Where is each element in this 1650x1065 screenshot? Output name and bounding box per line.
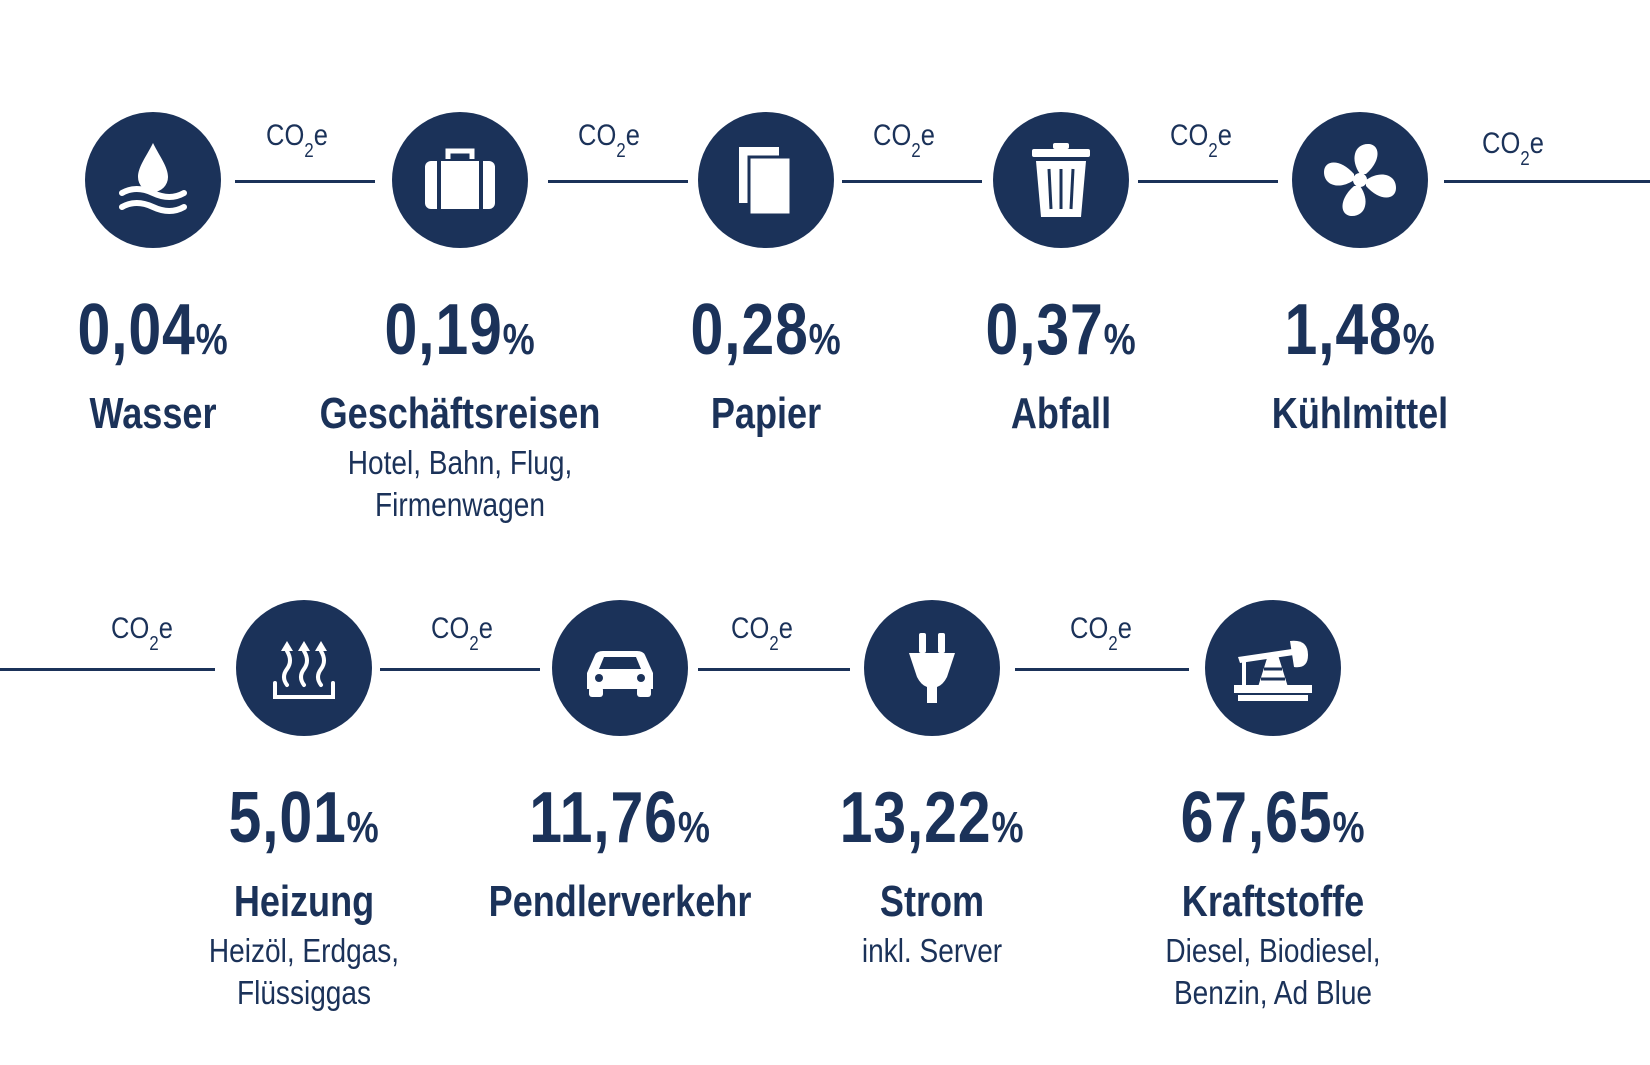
category-strom: 13,22% Strom inkl. Server — [752, 600, 1112, 972]
category-label: Kühlmittel — [1271, 389, 1449, 438]
category-detail: Diesel, Biodiesel, — [1165, 932, 1381, 969]
category-kuehlmittel: 1,48% Kühlmittel — [1180, 112, 1540, 438]
category-label: Abfall — [1010, 389, 1112, 438]
connector-line — [842, 180, 982, 183]
co2e-label: CO2e — [1170, 119, 1232, 162]
category-papier: 0,28% Papier — [586, 112, 946, 438]
heating-icon — [273, 641, 335, 699]
category-label: Strom — [879, 877, 985, 926]
category-detail: Firmenwagen — [375, 486, 545, 523]
paper-icon — [739, 147, 793, 217]
category-pendlerverkehr: 11,76% Pendlerverkehr — [440, 600, 800, 926]
category-detail: Hotel, Bahn, Flug, — [347, 444, 573, 481]
connector-line — [1444, 180, 1650, 183]
co2e-label: CO2e — [578, 119, 640, 162]
co2e-label: CO2e — [731, 612, 793, 655]
icon-circle — [1205, 600, 1341, 736]
category-label: Wasser — [89, 389, 217, 438]
oil-pump-icon — [1234, 640, 1312, 701]
percentage-value: 0,04% — [77, 290, 229, 370]
category-geschaeftsreisen: 0,19% Geschäftsreisen Hotel, Bahn, Flug,… — [280, 112, 640, 526]
connector-line — [548, 180, 688, 183]
category-label: Geschäftsreisen — [319, 389, 601, 438]
category-detail: Flüssiggas — [236, 974, 372, 1011]
suitcase-icon — [425, 148, 495, 209]
icon-circle — [85, 112, 221, 248]
category-label: Papier — [710, 389, 822, 438]
trash-can-icon — [1032, 143, 1090, 217]
connector-line — [1015, 668, 1189, 671]
car-icon — [587, 651, 653, 697]
icon-circle — [864, 600, 1000, 736]
category-label: Kraftstoffe — [1181, 877, 1365, 926]
category-label: Pendlerverkehr — [488, 877, 752, 926]
percentage-value: 1,48% — [1284, 290, 1436, 370]
category-detail: Heizöl, Erdgas, — [208, 932, 400, 969]
fan-icon — [1324, 144, 1396, 216]
co2e-label: CO2e — [1070, 612, 1132, 655]
category-wasser: 0,04% Wasser — [0, 112, 333, 438]
icon-circle — [698, 112, 834, 248]
icon-circle — [392, 112, 528, 248]
category-detail: Benzin, Ad Blue — [1173, 974, 1373, 1011]
percentage-value: 67,65% — [1180, 778, 1366, 858]
category-detail: inkl. Server — [861, 932, 1003, 969]
category-heizung: 5,01% Heizung Heizöl, Erdgas, Flüssiggas — [124, 600, 484, 1014]
co2e-label: CO2e — [431, 612, 493, 655]
connector-line — [0, 668, 215, 671]
category-abfall: 0,37% Abfall — [881, 112, 1241, 438]
percentage-value: 0,19% — [384, 290, 536, 370]
connector-line — [1138, 180, 1278, 183]
category-kraftstoffe: 67,65% Kraftstoffe Diesel, Biodiesel, Be… — [1093, 600, 1453, 1014]
icon-circle — [1292, 112, 1428, 248]
percentage-value: 11,76% — [529, 778, 711, 858]
icon-circle — [236, 600, 372, 736]
category-label: Heizung — [233, 877, 375, 926]
percentage-value: 0,28% — [690, 290, 842, 370]
co2e-label: CO2e — [111, 612, 173, 655]
plug-icon — [909, 633, 955, 703]
co2e-label: CO2e — [1482, 127, 1544, 170]
co2e-label: CO2e — [266, 119, 328, 162]
water-drop-icon — [119, 143, 187, 214]
connector-line — [380, 668, 540, 671]
co2e-label: CO2e — [873, 119, 935, 162]
icon-circle — [552, 600, 688, 736]
connector-line — [698, 668, 850, 671]
percentage-value: 0,37% — [985, 290, 1137, 370]
connector-line — [235, 180, 375, 183]
icon-circle — [993, 112, 1129, 248]
percentage-value: 5,01% — [228, 778, 380, 858]
percentage-value: 13,22% — [839, 778, 1025, 858]
